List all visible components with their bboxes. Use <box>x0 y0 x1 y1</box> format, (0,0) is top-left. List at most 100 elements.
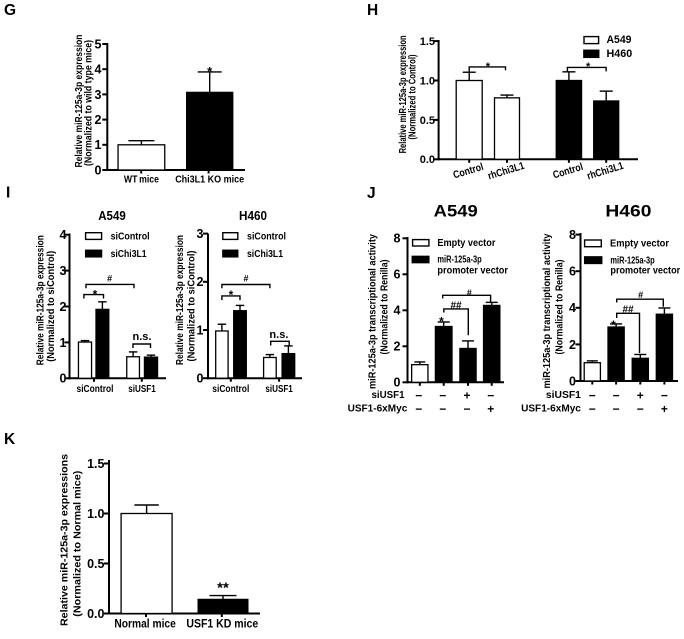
svg-text:−: − <box>463 402 470 416</box>
svg-text:2: 2 <box>95 113 102 127</box>
svg-text:−: − <box>637 402 644 416</box>
svg-text:−: − <box>589 402 596 416</box>
svg-text:siUSF1: siUSF1 <box>546 389 581 401</box>
svg-text:2: 2 <box>394 340 401 354</box>
svg-text:−: − <box>589 389 596 403</box>
svg-text:*: * <box>439 314 444 328</box>
svg-text:6: 6 <box>569 265 576 279</box>
svg-text:siUSF1: siUSF1 <box>372 389 405 401</box>
svg-text:−: − <box>613 389 620 403</box>
svg-text:USF1-6xMyc: USF1-6xMyc <box>348 403 408 415</box>
svg-text:0: 0 <box>95 163 102 177</box>
svg-text:0: 0 <box>197 372 204 386</box>
svg-text:3: 3 <box>197 227 204 241</box>
svg-text:H460: H460 <box>607 48 633 60</box>
svg-text:8: 8 <box>394 232 401 246</box>
svg-text:siControl: siControl <box>111 231 150 243</box>
svg-text:WT mice: WT mice <box>124 174 159 186</box>
svg-text:##: ## <box>450 300 462 311</box>
svg-text:#: # <box>107 274 112 284</box>
svg-text:2: 2 <box>60 300 67 314</box>
svg-text:promoter vector: promoter vector <box>437 265 508 276</box>
svg-text:(Normalized to Renilla): (Normalized to Renilla) <box>555 260 566 355</box>
svg-text:+: + <box>463 389 470 403</box>
svg-text:K: K <box>4 431 16 448</box>
svg-text:+: + <box>637 389 644 403</box>
svg-text:−: − <box>415 402 422 416</box>
svg-text:Empty vector: Empty vector <box>610 239 669 250</box>
svg-text:Relative miR-125a-3p expressio: Relative miR-125a-3p expressions <box>59 454 71 626</box>
svg-text:0: 0 <box>394 376 401 390</box>
svg-text:miR-125a-3p transcriptional ac: miR-125a-3p transcriptional activity <box>368 234 379 389</box>
svg-text:4: 4 <box>394 304 401 318</box>
svg-text:siControl: siControl <box>247 231 286 243</box>
svg-text:1: 1 <box>197 323 204 337</box>
svg-text:*: * <box>229 288 234 302</box>
svg-text:4: 4 <box>95 63 102 77</box>
svg-text:siUSF1: siUSF1 <box>128 384 156 395</box>
svg-text:4: 4 <box>569 301 576 315</box>
svg-text:1.0: 1.0 <box>420 75 435 87</box>
svg-text:Relative miR-125a-3p expressio: Relative miR-125a-3p expression <box>175 235 186 365</box>
svg-text:A549: A549 <box>607 34 632 46</box>
svg-text:8: 8 <box>569 228 576 242</box>
svg-text:−: − <box>487 389 494 403</box>
svg-text:H460: H460 <box>605 202 651 221</box>
svg-text:0.5: 0.5 <box>87 557 104 571</box>
svg-text:1: 1 <box>95 138 102 152</box>
svg-text:2: 2 <box>569 338 576 352</box>
svg-text:1.0: 1.0 <box>87 507 104 521</box>
svg-text:Relative miR-125a-3p expressio: Relative miR-125a-3p expression <box>36 235 47 365</box>
svg-text:siUSF1: siUSF1 <box>265 384 293 395</box>
svg-text:(Normalized to siControl): (Normalized to siControl) <box>187 251 198 362</box>
svg-text:3: 3 <box>95 88 102 102</box>
svg-text:6: 6 <box>394 268 401 282</box>
svg-text:A549: A549 <box>434 202 478 221</box>
svg-text:siControl: siControl <box>77 384 114 395</box>
svg-text:+: + <box>487 402 494 416</box>
svg-text:0.0: 0.0 <box>87 607 104 621</box>
svg-text:H460: H460 <box>239 209 267 223</box>
svg-text:Relative miR-125a-3p expressio: Relative miR-125a-3p expression <box>74 35 85 168</box>
svg-text:I: I <box>6 185 10 202</box>
svg-text:−: − <box>439 389 446 403</box>
svg-text:−: − <box>661 389 668 403</box>
svg-text:n.s.: n.s. <box>269 329 288 341</box>
svg-text:0.0: 0.0 <box>420 154 435 166</box>
svg-text:0: 0 <box>569 374 576 388</box>
svg-text:(Normalized to Control): (Normalized to Control) <box>408 55 419 140</box>
svg-text:Chi3L1 KO mice: Chi3L1 KO mice <box>175 174 244 186</box>
svg-text:−: − <box>439 402 446 416</box>
svg-text:miR-125a-3p: miR-125a-3p <box>437 255 481 266</box>
svg-text:0: 0 <box>60 372 67 386</box>
svg-text:siChi3L1: siChi3L1 <box>111 248 147 260</box>
svg-text:0.5: 0.5 <box>420 115 435 127</box>
svg-text:*: * <box>611 318 616 332</box>
svg-text:Normal mice: Normal mice <box>114 619 175 631</box>
svg-text:(Normalized to siControl): (Normalized to siControl) <box>46 251 57 362</box>
svg-text:5: 5 <box>95 37 102 51</box>
svg-text:G: G <box>4 2 16 19</box>
svg-text:Empty vector: Empty vector <box>437 238 495 249</box>
svg-text:siChi3L1: siChi3L1 <box>247 248 283 260</box>
svg-text:#: # <box>243 274 248 284</box>
svg-text:1.5: 1.5 <box>420 36 435 48</box>
svg-text:3: 3 <box>60 264 67 278</box>
svg-text:#: # <box>467 288 472 298</box>
svg-text:*: * <box>93 288 98 302</box>
svg-text:*: * <box>207 64 213 79</box>
svg-text:+: + <box>661 402 668 416</box>
svg-text:−: − <box>613 402 620 416</box>
svg-text:*: * <box>486 61 491 73</box>
svg-text:1.5: 1.5 <box>87 457 104 471</box>
svg-text:(Normalized to wild type mice): (Normalized to wild type mice) <box>84 40 95 166</box>
svg-text:H: H <box>367 2 378 19</box>
svg-text:siControl: siControl <box>212 384 249 395</box>
svg-text:USF1 KD mice: USF1 KD mice <box>186 619 258 631</box>
svg-text:USF1-6xMyc: USF1-6xMyc <box>521 403 581 415</box>
svg-text:Relative miR-125a-3p expressio: Relative miR-125a-3p expression <box>398 35 409 153</box>
svg-text:(Normalized to Normal mice): (Normalized to Normal mice) <box>72 471 84 617</box>
svg-text:miR-125a-3p: miR-125a-3p <box>610 256 654 267</box>
svg-text:n.s.: n.s. <box>133 331 152 343</box>
svg-text:(Normalized to Renilla): (Normalized to Renilla) <box>380 260 391 355</box>
